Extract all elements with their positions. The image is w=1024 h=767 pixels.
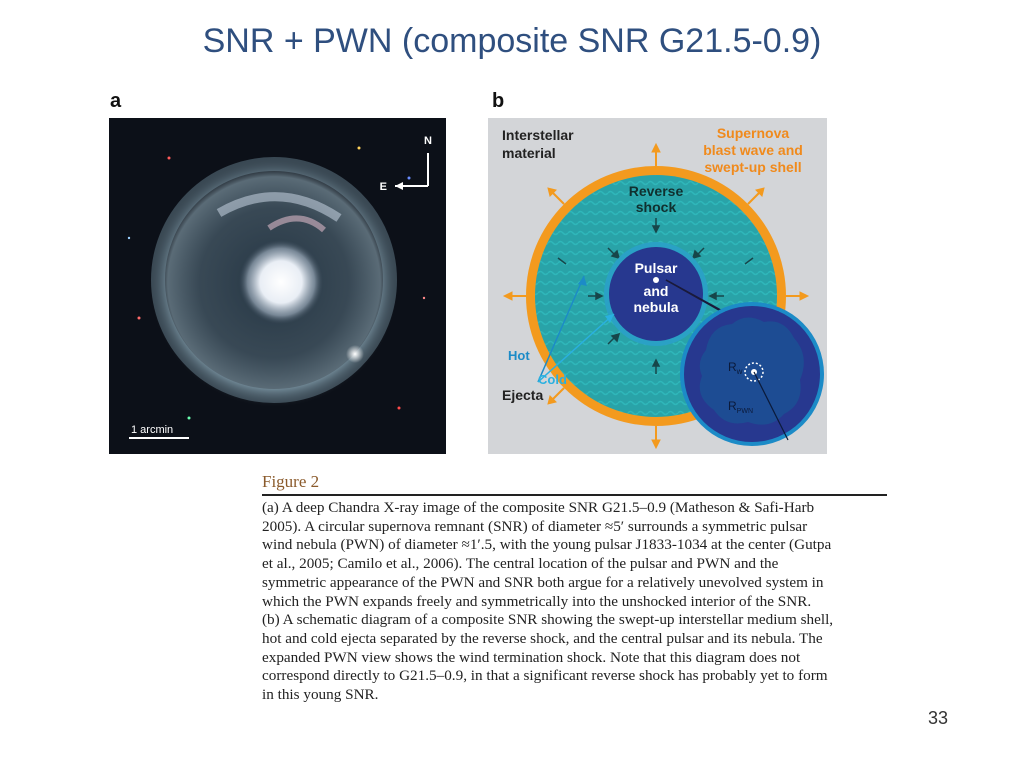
interstellar-label-1: Interstellar	[502, 127, 574, 143]
slide-title: SNR + PWN (composite SNR G21.5-0.9)	[202, 22, 822, 60]
caption-line: 2005). A circular supernova remnant (SNR…	[262, 517, 808, 535]
ejecta-label: Ejecta	[502, 387, 543, 403]
caption-line: expanded PWN view shows the wind termina…	[262, 648, 801, 666]
pulsar-dot	[653, 277, 659, 283]
caption-line: (a) A deep Chandra X-ray image of the co…	[262, 499, 815, 516]
composite-snr-schematic: Rw RPWN Interstellar material Supernova …	[488, 118, 827, 454]
supernova-label-3: swept-up shell	[704, 159, 801, 175]
caption-line: et al., 2005; Camilo et al., 2006). The …	[262, 555, 779, 573]
pulsar-label: Pulsar	[635, 260, 678, 276]
page-number: 33	[927, 708, 948, 728]
blast-wave-arrows	[502, 142, 810, 450]
pulsar-wind-nebula	[609, 247, 703, 341]
cold-label: Cold	[538, 372, 567, 387]
figure-caption: Figure 2 (a) A deep Chandra X-ray image …	[262, 472, 887, 705]
compass: N E	[380, 135, 432, 193]
reverse-shock-label-2: shock	[636, 199, 677, 215]
caption-line: symmetric appearance of the PWN and SNR …	[262, 573, 824, 591]
expanded-pwn-view	[680, 302, 824, 446]
and-label: and	[644, 283, 669, 299]
caption-line: (b) A schematic diagram of a composite S…	[262, 611, 834, 629]
interstellar-label-2: material	[502, 145, 556, 161]
reverse-shock-label-1: Reverse	[629, 183, 684, 199]
scale-bar: 1 arcmin	[129, 424, 189, 439]
compass-north-label: N	[424, 135, 432, 147]
caption-line: correspond directly to G21.5–0.9, in tha…	[262, 667, 828, 685]
hot-label: Hot	[508, 348, 530, 363]
svg-text:Rw: Rw	[728, 360, 743, 376]
panel-b-label: b	[492, 90, 505, 112]
caption-line: which the PWN expands freely and symmetr…	[262, 592, 812, 610]
scale-bar-label: 1 arcmin	[131, 424, 173, 436]
figure-title: Figure 2	[262, 472, 320, 491]
rpwn-label: R	[728, 399, 737, 413]
panel-a-label: a	[110, 90, 122, 112]
xray-image: N E 1 arcmin	[109, 118, 446, 454]
caption-line: hot and cold ejecta separated by the rev…	[262, 629, 823, 647]
rw-subscript: w	[736, 367, 743, 376]
reverse-shock-arrows	[557, 218, 754, 374]
caption-line: in this young SNR.	[262, 686, 379, 704]
caption-rule	[262, 494, 887, 496]
supernova-label-2: blast wave and	[703, 142, 803, 158]
nebula-label: nebula	[633, 299, 678, 315]
rpwn-subscript: PWN	[737, 408, 753, 415]
svg-text:RPWN: RPWN	[728, 399, 753, 415]
supernova-label-1: Supernova	[717, 125, 790, 141]
rw-label: R	[728, 360, 737, 374]
caption-line: wind nebula (PWN) of diameter ≈1′.5, wit…	[262, 536, 832, 554]
compass-east-label: E	[380, 181, 387, 193]
